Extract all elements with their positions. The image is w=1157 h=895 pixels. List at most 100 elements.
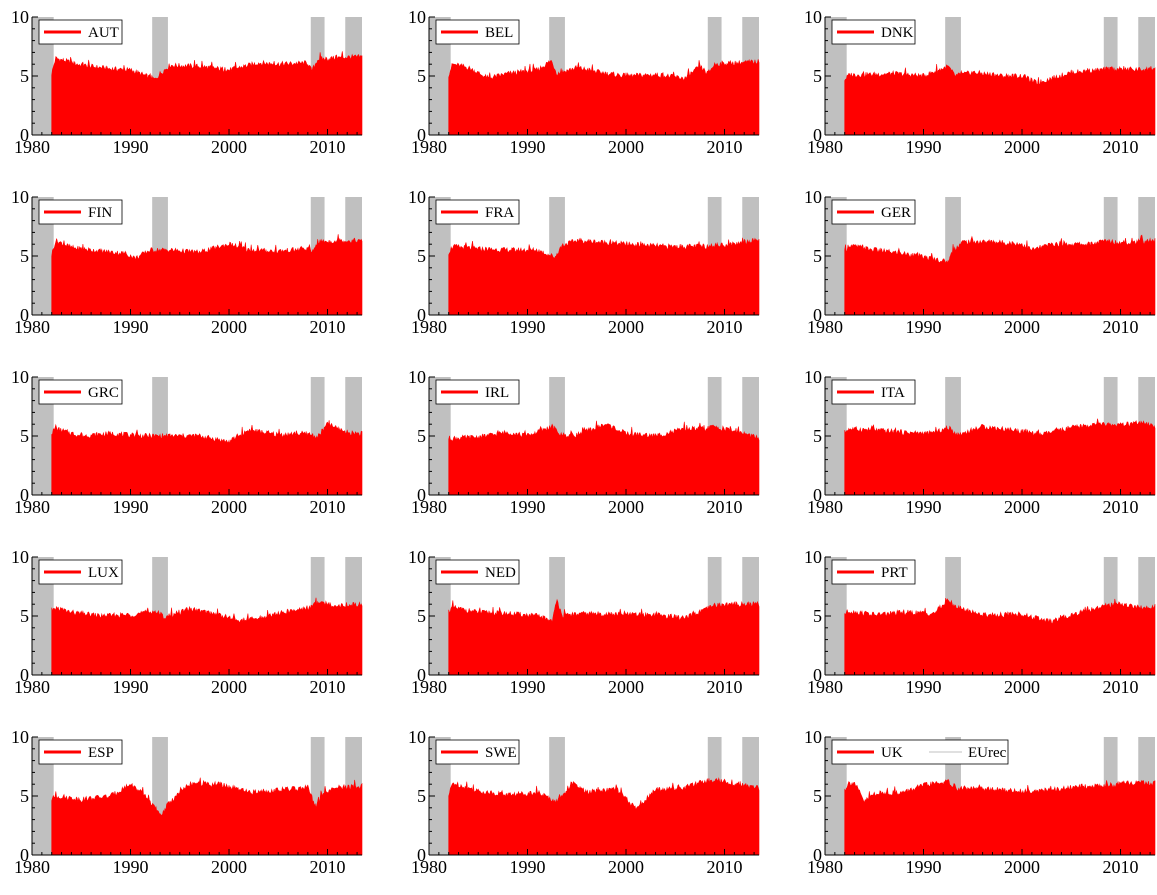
panel-ned: 0 5 10 1980 1990 2000 2010 NED [408, 547, 760, 697]
recession-band [429, 557, 451, 675]
x-tick-label: 1990 [113, 677, 149, 697]
series-area-grc [51, 420, 363, 496]
recession-band [429, 377, 451, 495]
legend-swe: SWE [435, 739, 520, 765]
x-tick-label: 2000 [211, 137, 247, 157]
legend-label: ITA [881, 385, 905, 401]
series-area-prt [844, 597, 1156, 676]
legend-label: GER [881, 205, 911, 221]
legend-label: AUT [88, 25, 119, 41]
y-tick-label: 10 [11, 7, 29, 27]
y-tick-label: 10 [804, 547, 822, 567]
x-tick-label: 1980 [807, 677, 843, 697]
legend-grc: GRC [38, 379, 123, 405]
y-tick-label: 5 [20, 66, 29, 86]
legend-aut: AUT [38, 19, 123, 45]
x-tick-label: 1980 [411, 857, 447, 877]
x-tick-label: 1990 [906, 857, 942, 877]
legend-fin: FIN [38, 199, 123, 225]
y-tick-label: 5 [20, 246, 29, 266]
series-area-esp [51, 777, 363, 856]
x-tick-label: 1990 [113, 857, 149, 877]
y-tick-label: 0 [417, 125, 426, 145]
legend-label: UK [881, 745, 903, 761]
legend-label: NED [485, 565, 516, 581]
legend-dnk: DNK [831, 19, 916, 45]
x-tick-label: 2000 [1004, 317, 1040, 337]
recession-band [825, 377, 847, 495]
recession-band [32, 737, 54, 855]
x-tick-label: 2010 [1103, 857, 1139, 877]
y-tick-label: 5 [417, 786, 426, 806]
x-tick-label: 2000 [1004, 137, 1040, 157]
legend-label-eurec: EUrec [968, 745, 1007, 761]
y-tick-label: 10 [11, 187, 29, 207]
y-tick-label: 10 [804, 727, 822, 747]
series-area-aut [51, 51, 363, 136]
y-tick-label: 10 [11, 547, 29, 567]
y-tick-label: 10 [11, 367, 29, 387]
x-tick-label: 2000 [608, 317, 644, 337]
x-tick-label: 1980 [411, 677, 447, 697]
x-tick-label: 1980 [411, 137, 447, 157]
panel-lux: 0 5 10 1980 1990 2000 2010 LUX [11, 547, 363, 697]
y-tick-label: 0 [417, 485, 426, 505]
y-tick-label: 5 [20, 606, 29, 626]
x-tick-label: 1990 [113, 317, 149, 337]
recession-band [825, 557, 847, 675]
y-tick-label: 5 [20, 786, 29, 806]
y-tick-label: 5 [417, 426, 426, 446]
y-tick-label: 0 [813, 665, 822, 685]
panel-fin: 0 5 10 1980 1990 2000 2010 FIN [11, 187, 363, 337]
x-tick-label: 1980 [14, 497, 50, 517]
y-tick-label: 5 [813, 246, 822, 266]
y-tick-label: 0 [20, 845, 29, 865]
x-tick-label: 1990 [510, 317, 546, 337]
y-tick-label: 5 [813, 606, 822, 626]
x-tick-label: 2000 [1004, 677, 1040, 697]
legend-fra: FRA [435, 199, 520, 225]
recession-band [825, 737, 847, 855]
x-tick-label: 1980 [411, 317, 447, 337]
x-tick-label: 2000 [211, 857, 247, 877]
y-tick-label: 5 [813, 66, 822, 86]
y-tick-label: 5 [417, 606, 426, 626]
recession-band [429, 17, 451, 135]
y-tick-label: 10 [408, 547, 426, 567]
panel-prt: 0 5 10 1980 1990 2000 2010 PRT [804, 547, 1156, 697]
x-tick-label: 2000 [211, 497, 247, 517]
legend-label: FRA [485, 205, 514, 221]
x-tick-label: 2010 [1103, 497, 1139, 517]
legend-uk: UK EUrec [831, 739, 1009, 765]
recession-band [825, 197, 847, 315]
panel-irl: 0 5 10 1980 1990 2000 2010 IRL [408, 367, 760, 517]
legend-ned: NED [435, 559, 520, 585]
legend-label: IRL [485, 385, 509, 401]
y-tick-label: 5 [20, 426, 29, 446]
x-tick-label: 1980 [807, 857, 843, 877]
y-tick-label: 0 [20, 305, 29, 325]
legend-label: ESP [88, 745, 114, 761]
recession-band [32, 557, 54, 675]
x-tick-label: 2000 [608, 137, 644, 157]
y-tick-label: 0 [813, 485, 822, 505]
x-tick-label: 1990 [510, 497, 546, 517]
legend-lux: LUX [38, 559, 123, 585]
x-tick-label: 1990 [510, 137, 546, 157]
y-tick-label: 5 [417, 246, 426, 266]
legend-bel: BEL [435, 19, 520, 45]
legend-label: LUX [88, 565, 119, 581]
y-tick-label: 0 [417, 665, 426, 685]
series-area-dnk [844, 63, 1156, 136]
y-tick-label: 0 [20, 665, 29, 685]
legend-label: BEL [485, 25, 513, 41]
x-tick-label: 1990 [906, 317, 942, 337]
y-tick-label: 0 [417, 305, 426, 325]
y-tick-label: 0 [813, 125, 822, 145]
recession-band [32, 17, 54, 135]
panel-ita: 0 5 10 1980 1990 2000 2010 ITA [804, 367, 1156, 517]
panel-grc: 0 5 10 1980 1990 2000 2010 GRC [11, 367, 363, 517]
series-area-irl [448, 420, 760, 496]
series-area-ger [844, 234, 1156, 316]
